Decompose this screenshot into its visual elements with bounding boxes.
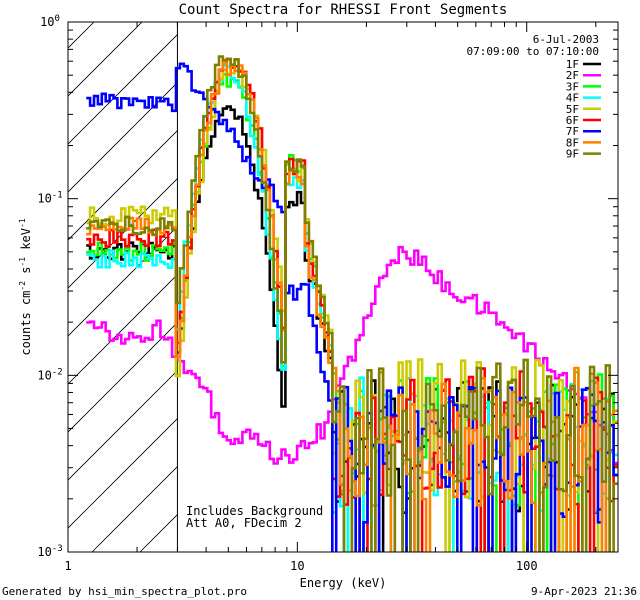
series-line-9F (86, 55, 618, 552)
y-tick-label: 10-3 (37, 544, 62, 559)
y-tick-exponent: 0 (55, 14, 60, 24)
y-tick-exponent: -2 (52, 367, 63, 377)
time-range-label: 07:09:00 to 07:10:00 (467, 45, 599, 58)
y-tick-exponent: -1 (52, 191, 63, 201)
hatch-line (68, 369, 178, 481)
legend-label-6F: 6F (566, 114, 579, 127)
y-tick-base: 10 (37, 192, 51, 206)
x-tick-label: 1 (64, 559, 71, 573)
legend-label-8F: 8F (566, 136, 579, 149)
hatch-line (68, 33, 178, 145)
y-tick-label: 10-1 (37, 191, 62, 206)
x-axis-label: Energy (keV) (300, 576, 387, 590)
legend-label-9F: 9F (566, 148, 579, 161)
hatch-line (0, 0, 76, 552)
hatch-line (68, 417, 178, 529)
attenuator-hatch-region (0, 0, 178, 552)
y-tick-base: 10 (40, 15, 54, 29)
hatch-line (68, 177, 178, 289)
y-tick-base: 10 (37, 368, 51, 382)
chart-title: Count Spectra for RHESSI Front Segments (179, 2, 508, 18)
legend-label-4F: 4F (566, 92, 579, 105)
footer-generated-by: Generated by hsi_min_spectra_plot.pro (2, 585, 247, 598)
legend-label-1F: 1F (566, 58, 579, 71)
y-tick-exponent: -3 (52, 544, 63, 554)
y-tick-label: 100 (40, 14, 60, 29)
plot-frame (67, 21, 619, 553)
legend-label-3F: 3F (566, 80, 579, 93)
annotation-background: Includes Background (186, 504, 323, 518)
y-tick-label: 10-2 (37, 367, 62, 382)
footer-timestamp: 9-Apr-2023 21:36 (531, 585, 637, 598)
hatch-line (68, 225, 178, 337)
y-axis-label: counts cm-2 s-1 keV-1 (18, 218, 33, 355)
x-tick-label: 100 (516, 559, 538, 573)
annotation-attenuator: Att A0, FDecim 2 (186, 516, 302, 530)
hatch-line (68, 81, 178, 193)
legend-label-2F: 2F (566, 69, 579, 82)
legend-label-7F: 7F (566, 125, 579, 138)
date-label: 6-Jul-2003 (533, 33, 599, 46)
legend-label-5F: 5F (566, 103, 579, 116)
y-tick-base: 10 (37, 545, 51, 559)
hatch-line (68, 22, 143, 97)
x-tick-label: 10 (290, 559, 304, 573)
